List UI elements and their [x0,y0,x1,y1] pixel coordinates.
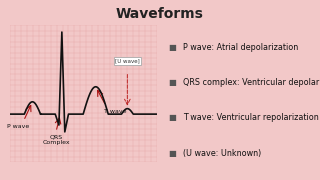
Text: Waveforms: Waveforms [116,7,204,21]
Text: P wave: Atrial depolarization: P wave: Atrial depolarization [183,42,299,51]
Text: QRS complex: Ventricular depolarization: QRS complex: Ventricular depolarization [183,78,320,87]
Text: ■: ■ [168,149,176,158]
Text: P wave: P wave [7,124,29,129]
Text: QRS
Complex: QRS Complex [42,135,70,145]
Text: [U wave]: [U wave] [115,58,140,63]
Text: ■: ■ [168,78,176,87]
Text: T wave: Ventricular repolarization: T wave: Ventricular repolarization [183,113,319,122]
Text: ■: ■ [168,42,176,51]
Text: (U wave: Unknown): (U wave: Unknown) [183,149,261,158]
Text: T wave: T wave [104,109,126,114]
Text: ■: ■ [168,113,176,122]
